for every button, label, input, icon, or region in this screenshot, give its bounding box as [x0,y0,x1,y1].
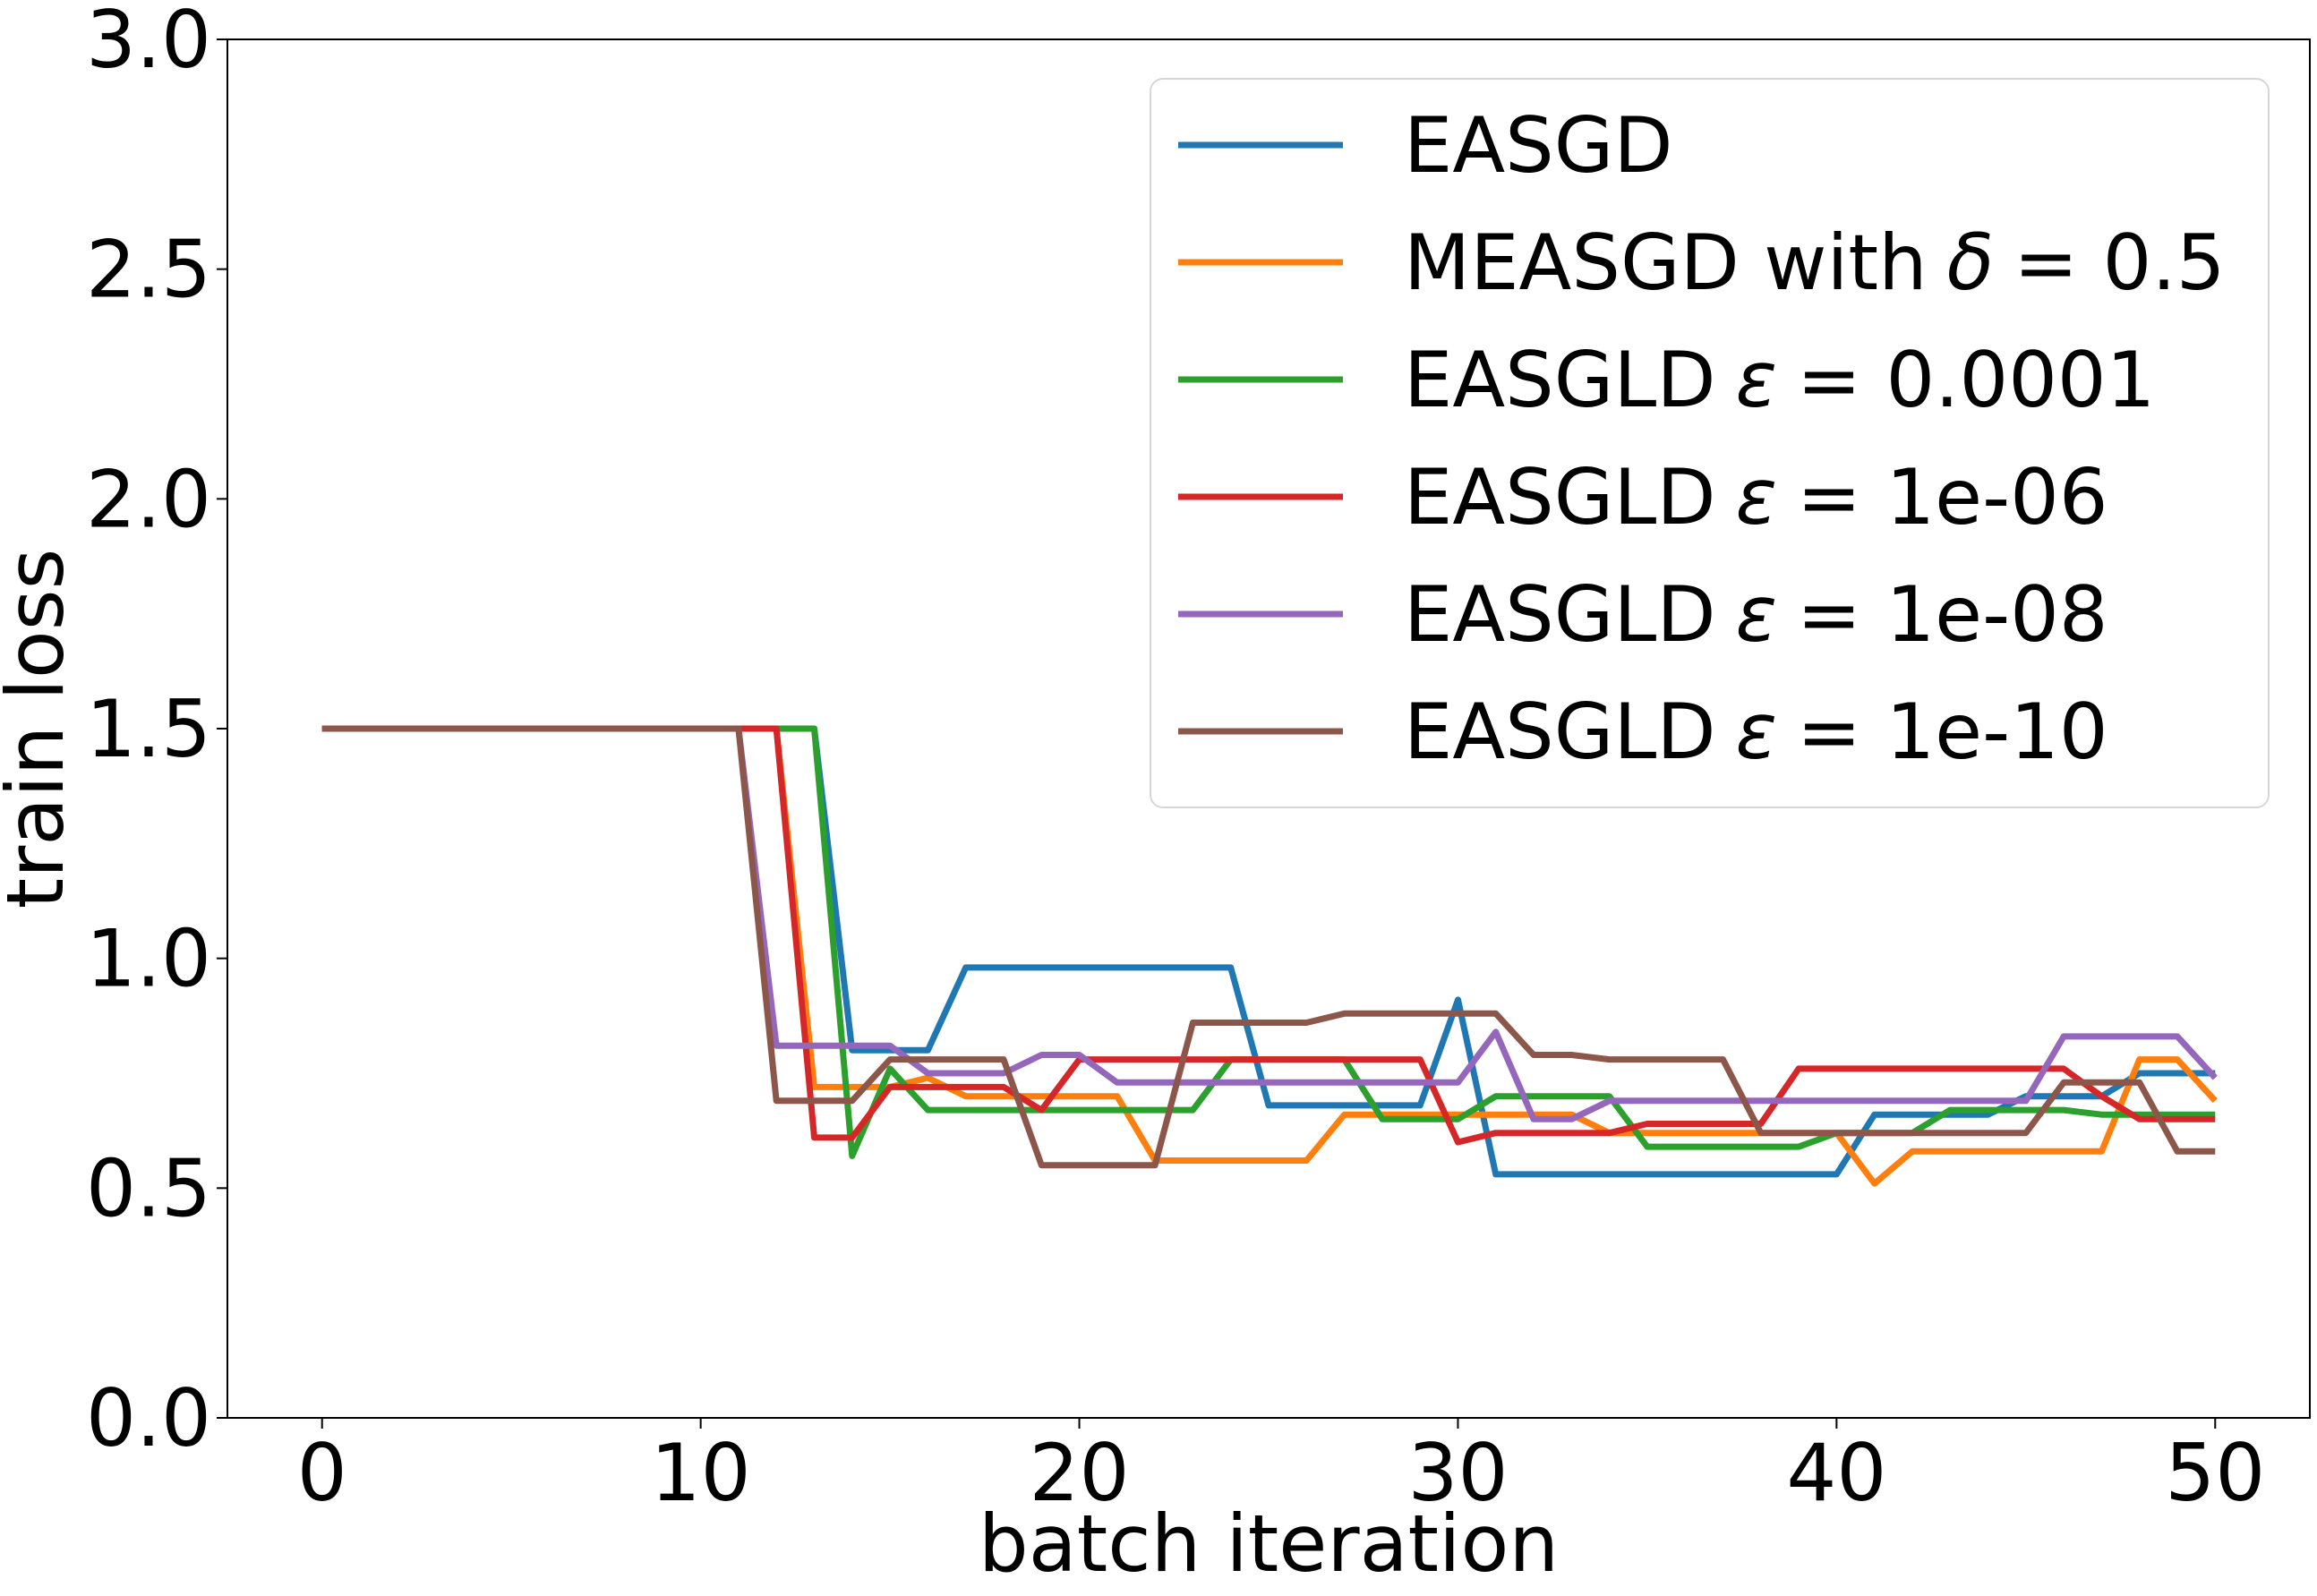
y-tick-label: 0.0 [86,1372,211,1464]
x-tick-label: 40 [1786,1427,1886,1519]
y-tick-label: 3.0 [86,0,211,86]
x-tick-label: 20 [1030,1427,1130,1519]
y-tick-label: 1.5 [86,683,211,775]
x-tick-label: 30 [1407,1427,1508,1519]
legend-entry-4: EASGLD ε = 1e-06 [1178,453,2108,542]
legend-label-prefix: EASGLD [1404,336,1716,425]
y-tick-label: 1.0 [86,913,211,1005]
legend-label-prefix: MEASGD with [1404,218,1928,308]
legend-entry-1: EASGD [1178,101,1673,191]
x-axis: 0 10 20 30 40 50 [297,1418,2265,1519]
legend-box [1150,78,2270,808]
legend-label-value: = 1e-06 [1797,453,2108,542]
legend-label-symbol: ε [1736,570,1778,660]
y-axis-label: train loss [0,549,81,909]
legend-label: EASGLD ε = 1e-06 [1404,453,2108,542]
x-tick-label: 0 [297,1427,347,1519]
legend-label-value: = 0.0001 [1797,336,2155,425]
y-tick-label: 0.5 [86,1142,211,1234]
series-lines [321,725,2218,1187]
legend-entry-3: EASGLD ε = 0.0001 [1178,336,2155,425]
series-line-6 [321,725,2216,1169]
legend-label: MEASGD with δ = 0.5 [1404,218,2225,308]
legend-label: EASGLD ε = 1e-10 [1404,687,2108,777]
legend-label-prefix: EASGLD [1404,570,1716,660]
legend-label-symbol: ε [1736,687,1778,777]
y-tick-label: 2.0 [86,453,211,545]
legend-entry-2: MEASGD with δ = 0.5 [1178,218,2225,308]
legend-label: EASGLD ε = 0.0001 [1404,336,2155,425]
legend-label-value: = 1e-10 [1797,687,2108,777]
legend-entry-6: EASGLD ε = 1e-10 [1178,687,2108,777]
x-tick-label: 10 [651,1427,751,1519]
x-tick-label: 50 [2165,1427,2265,1519]
legend-label: EASGD [1404,101,1673,191]
legend-label-value: = 0.5 [2013,218,2225,308]
legend-label-prefix: EASGD [1404,101,1673,191]
legend-label-value: = 1e-08 [1797,570,2108,660]
legend-entry-5: EASGLD ε = 1e-08 [1178,570,2108,660]
legend-label: EASGLD ε = 1e-08 [1404,570,2108,660]
legend-label-prefix: EASGLD [1404,687,1716,777]
y-axis: 0.0 0.5 1.0 1.5 2.0 2.5 3.0 [86,0,227,1464]
legend-label-prefix: EASGLD [1404,453,1716,542]
legend-label-symbol: δ [1947,218,1995,308]
x-axis-label: batch iteration [979,1498,1559,1590]
legend-label-symbol: ε [1736,336,1778,425]
legend-label-symbol: ε [1736,453,1778,542]
y-tick-label: 2.5 [86,224,211,316]
